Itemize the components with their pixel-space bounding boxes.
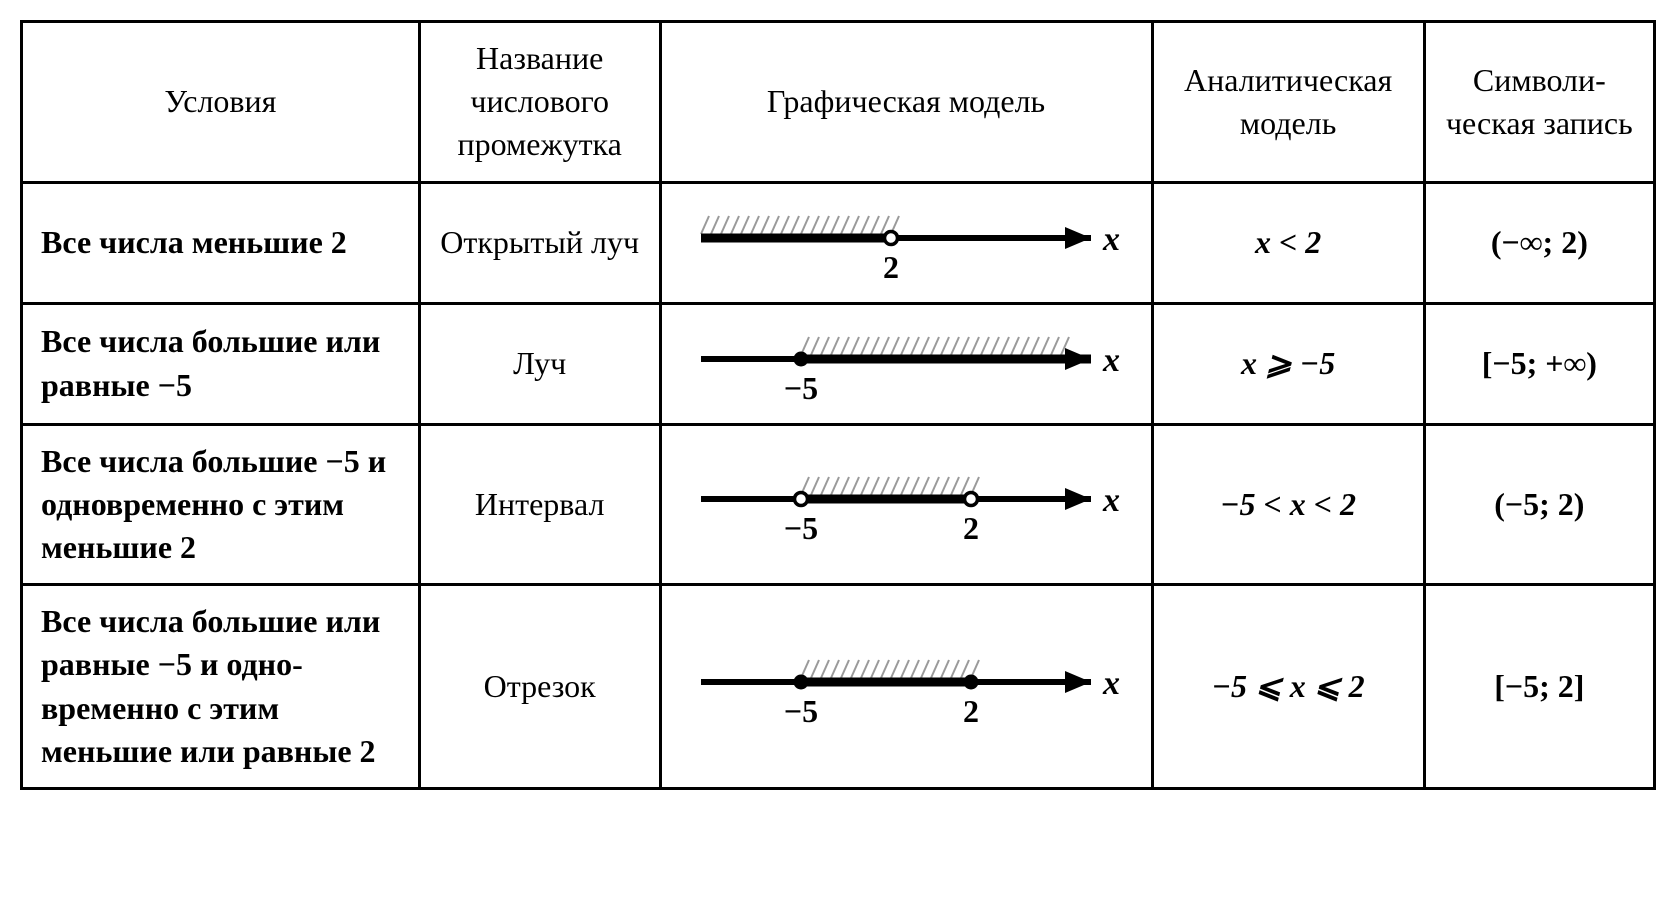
cell-interval-name: Открытый луч — [419, 182, 660, 303]
cell-interval-name: Луч — [419, 303, 660, 424]
cell-condition: Все числа большие или равные −5 и одно­в… — [22, 585, 420, 789]
table-row: Все числа большие или равные −5 и одно­в… — [22, 585, 1655, 789]
cell-condition: Все числа большие или равные −5 — [22, 303, 420, 424]
table-row: Все числа большие −5 и одновременно с эт… — [22, 424, 1655, 585]
cell-symbolic: (−5; 2) — [1424, 424, 1654, 585]
cell-interval-name: Интервал — [419, 424, 660, 585]
svg-text:−5: −5 — [784, 370, 818, 406]
intervals-table: Условия Название числового промежутка Гр… — [20, 20, 1656, 790]
header-graph: Графическая модель — [660, 22, 1152, 183]
svg-text:−5: −5 — [784, 510, 818, 546]
cell-analytic: −5 ⩽ x ⩽ 2 — [1152, 585, 1424, 789]
svg-text:2: 2 — [963, 510, 979, 546]
svg-text:2: 2 — [883, 249, 899, 285]
cell-symbolic: (−∞; 2) — [1424, 182, 1654, 303]
number-line: x −5 — [691, 319, 1121, 409]
svg-text:−5: −5 — [784, 693, 818, 729]
svg-text:2: 2 — [963, 693, 979, 729]
header-analytic: Аналити­ческая модель — [1152, 22, 1424, 183]
table-row: Все числа меньшие 2Открытый лучx2x < 2(−… — [22, 182, 1655, 303]
cell-graph: x −5 2 — [660, 424, 1152, 585]
cell-symbolic: [−5; +∞) — [1424, 303, 1654, 424]
cell-condition: Все числа меньшие 2 — [22, 182, 420, 303]
table-body: Все числа меньшие 2Открытый лучx2x < 2(−… — [22, 182, 1655, 788]
header-symbolic: Символи­ческая запись — [1424, 22, 1654, 183]
cell-condition: Все числа большие −5 и одновременно с эт… — [22, 424, 420, 585]
cell-analytic: −5 < x < 2 — [1152, 424, 1424, 585]
cell-symbolic: [−5; 2] — [1424, 585, 1654, 789]
number-line: x2 — [691, 198, 1121, 288]
cell-analytic: x ⩾ −5 — [1152, 303, 1424, 424]
cell-interval-name: Отрезок — [419, 585, 660, 789]
number-line: x −5 2 — [691, 459, 1121, 549]
table-row: Все числа большие или равные −5Луч x −5 x ⩾… — [22, 303, 1655, 424]
svg-text:x: x — [1102, 482, 1120, 519]
svg-text:x: x — [1102, 665, 1120, 702]
cell-analytic: x < 2 — [1152, 182, 1424, 303]
svg-text:x: x — [1102, 342, 1120, 379]
cell-graph: x2 — [660, 182, 1152, 303]
svg-text:x: x — [1102, 221, 1120, 258]
table-header-row: Условия Название числового промежутка Гр… — [22, 22, 1655, 183]
number-line: x −5 2 — [691, 642, 1121, 732]
header-name: Название числового промежутка — [419, 22, 660, 183]
cell-graph: x −5 2 — [660, 585, 1152, 789]
cell-graph: x −5 — [660, 303, 1152, 424]
header-condition: Условия — [22, 22, 420, 183]
